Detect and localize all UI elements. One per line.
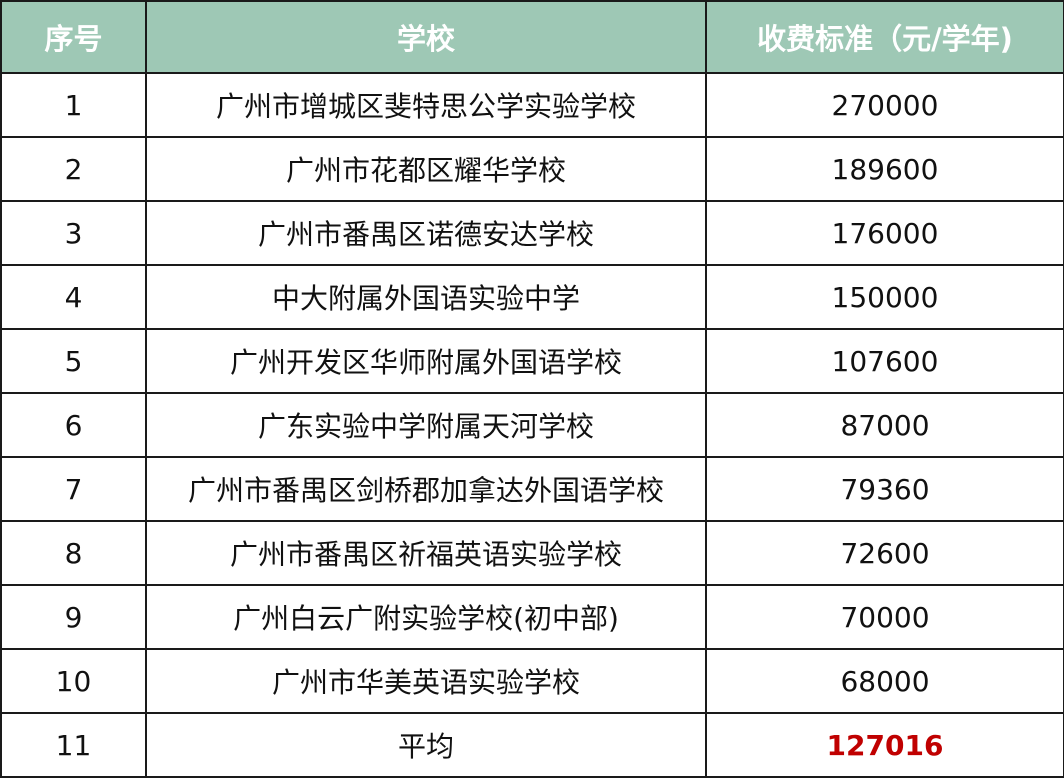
fee-cell: 72600: [705, 520, 1064, 586]
index-cell: 7: [0, 456, 147, 522]
school-cell: 广州开发区华师附属外国语学校: [145, 328, 707, 394]
fee-cell: 70000: [705, 584, 1064, 650]
header-school: 学校: [145, 0, 707, 74]
header-fee: 收费标准（元/学年): [705, 0, 1064, 74]
table-row: 1 广州市增城区斐特思公学实验学校 270000: [0, 72, 1064, 138]
fee-cell: 107600: [705, 328, 1064, 394]
fee-cell: 176000: [705, 200, 1064, 266]
school-cell: 广州市番禺区祈福英语实验学校: [145, 520, 707, 586]
school-cell: 广州白云广附实验学校(初中部): [145, 584, 707, 650]
school-cell: 平均: [145, 712, 707, 778]
school-cell: 广东实验中学附属天河学校: [145, 392, 707, 458]
index-cell: 1: [0, 72, 147, 138]
table-row: 10 广州市华美英语实验学校 68000: [0, 648, 1064, 714]
fee-cell: 87000: [705, 392, 1064, 458]
index-cell: 4: [0, 264, 147, 330]
table-row: 7 广州市番禺区剑桥郡加拿达外国语学校 79360: [0, 456, 1064, 522]
fee-cell: 79360: [705, 456, 1064, 522]
header-row: 序号 学校 收费标准（元/学年): [0, 0, 1064, 74]
average-row: 11 平均 127016: [0, 712, 1064, 778]
school-cell: 中大附属外国语实验中学: [145, 264, 707, 330]
index-cell: 2: [0, 136, 147, 202]
index-cell: 5: [0, 328, 147, 394]
table-row: 6 广东实验中学附属天河学校 87000: [0, 392, 1064, 458]
table-row: 3 广州市番禺区诺德安达学校 176000: [0, 200, 1064, 266]
fee-cell: 68000: [705, 648, 1064, 714]
header-index: 序号: [0, 0, 147, 74]
index-cell: 10: [0, 648, 147, 714]
fee-cell: 189600: [705, 136, 1064, 202]
table-row: 9 广州白云广附实验学校(初中部) 70000: [0, 584, 1064, 650]
table-row: 8 广州市番禺区祈福英语实验学校 72600: [0, 520, 1064, 586]
index-cell: 3: [0, 200, 147, 266]
fee-cell: 270000: [705, 72, 1064, 138]
school-cell: 广州市番禺区诺德安达学校: [145, 200, 707, 266]
index-cell: 6: [0, 392, 147, 458]
table-row: 2 广州市花都区耀华学校 189600: [0, 136, 1064, 202]
table-row: 4 中大附属外国语实验中学 150000: [0, 264, 1064, 330]
index-cell: 11: [0, 712, 147, 778]
index-cell: 9: [0, 584, 147, 650]
table-row: 5 广州开发区华师附属外国语学校 107600: [0, 328, 1064, 394]
fee-cell: 127016: [705, 712, 1064, 778]
school-cell: 广州市花都区耀华学校: [145, 136, 707, 202]
index-cell: 8: [0, 520, 147, 586]
school-cell: 广州市华美英语实验学校: [145, 648, 707, 714]
fee-cell: 150000: [705, 264, 1064, 330]
school-cell: 广州市增城区斐特思公学实验学校: [145, 72, 707, 138]
school-cell: 广州市番禺区剑桥郡加拿达外国语学校: [145, 456, 707, 522]
